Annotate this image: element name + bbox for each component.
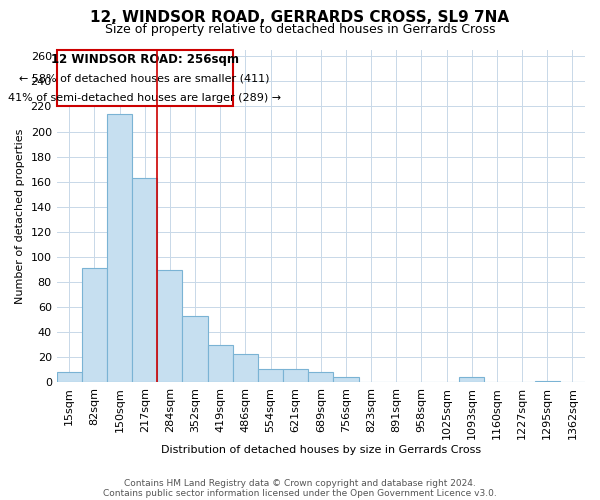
- Bar: [334, 378, 359, 382]
- Bar: [208, 345, 233, 383]
- Bar: [157, 270, 182, 382]
- Bar: [82, 268, 107, 382]
- Text: 41% of semi-detached houses are larger (289) →: 41% of semi-detached houses are larger (…: [8, 93, 281, 103]
- Y-axis label: Number of detached properties: Number of detached properties: [15, 128, 25, 304]
- Bar: [308, 372, 334, 382]
- Text: 12 WINDSOR ROAD: 256sqm: 12 WINDSOR ROAD: 256sqm: [51, 54, 239, 66]
- Bar: [182, 316, 208, 382]
- Bar: [132, 178, 157, 382]
- Bar: [283, 368, 308, 382]
- Text: Size of property relative to detached houses in Gerrards Cross: Size of property relative to detached ho…: [105, 22, 495, 36]
- Text: Contains HM Land Registry data © Crown copyright and database right 2024.: Contains HM Land Registry data © Crown c…: [124, 478, 476, 488]
- Bar: [258, 368, 283, 382]
- Text: Contains public sector information licensed under the Open Government Licence v3: Contains public sector information licen…: [103, 488, 497, 498]
- Text: ← 58% of detached houses are smaller (411): ← 58% of detached houses are smaller (41…: [19, 74, 270, 84]
- Bar: [459, 378, 484, 382]
- FancyBboxPatch shape: [56, 50, 233, 106]
- Bar: [56, 372, 82, 382]
- Text: 12, WINDSOR ROAD, GERRARDS CROSS, SL9 7NA: 12, WINDSOR ROAD, GERRARDS CROSS, SL9 7N…: [91, 10, 509, 25]
- Bar: [107, 114, 132, 382]
- Bar: [233, 354, 258, 382]
- X-axis label: Distribution of detached houses by size in Gerrards Cross: Distribution of detached houses by size …: [161, 445, 481, 455]
- Bar: [535, 381, 560, 382]
